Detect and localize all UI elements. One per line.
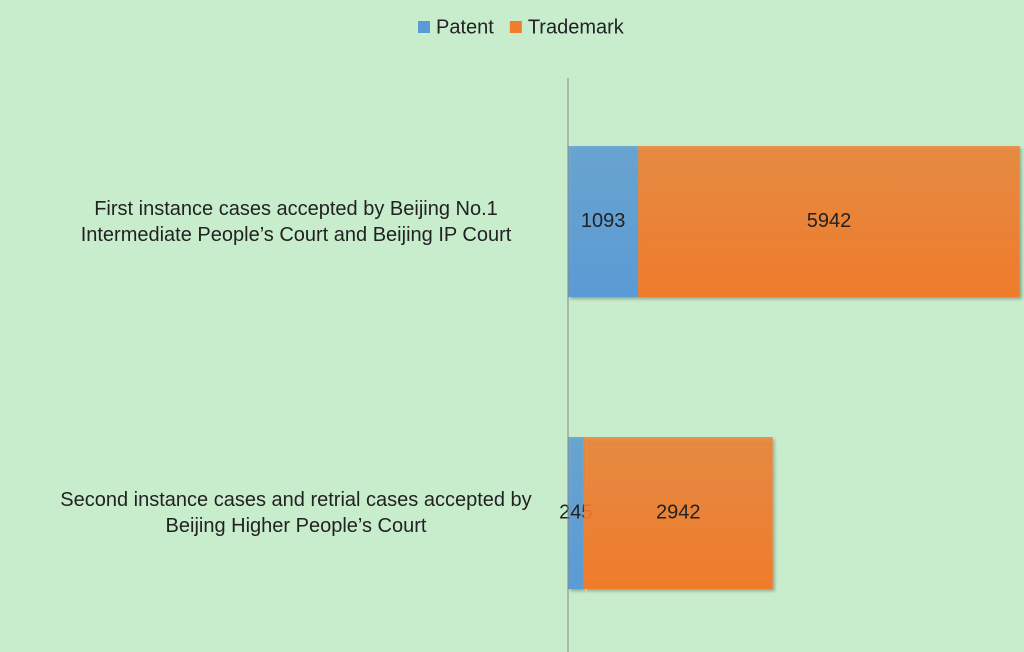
bar [583,437,773,589]
bar [568,146,639,297]
legend-swatch [418,21,430,33]
bar [568,437,584,589]
bar [638,146,1020,297]
legend-label: Trademark [528,16,625,38]
data-label: 1093 [581,210,626,232]
legend-swatch [509,21,522,33]
legend-label: Patent [436,16,494,38]
category-label: First instance cases accepted by Beijing… [80,197,512,246]
data-label: 5942 [807,210,852,232]
category-label: Second instance cases and retrial cases … [60,489,532,537]
data-label: 2942 [656,501,701,523]
